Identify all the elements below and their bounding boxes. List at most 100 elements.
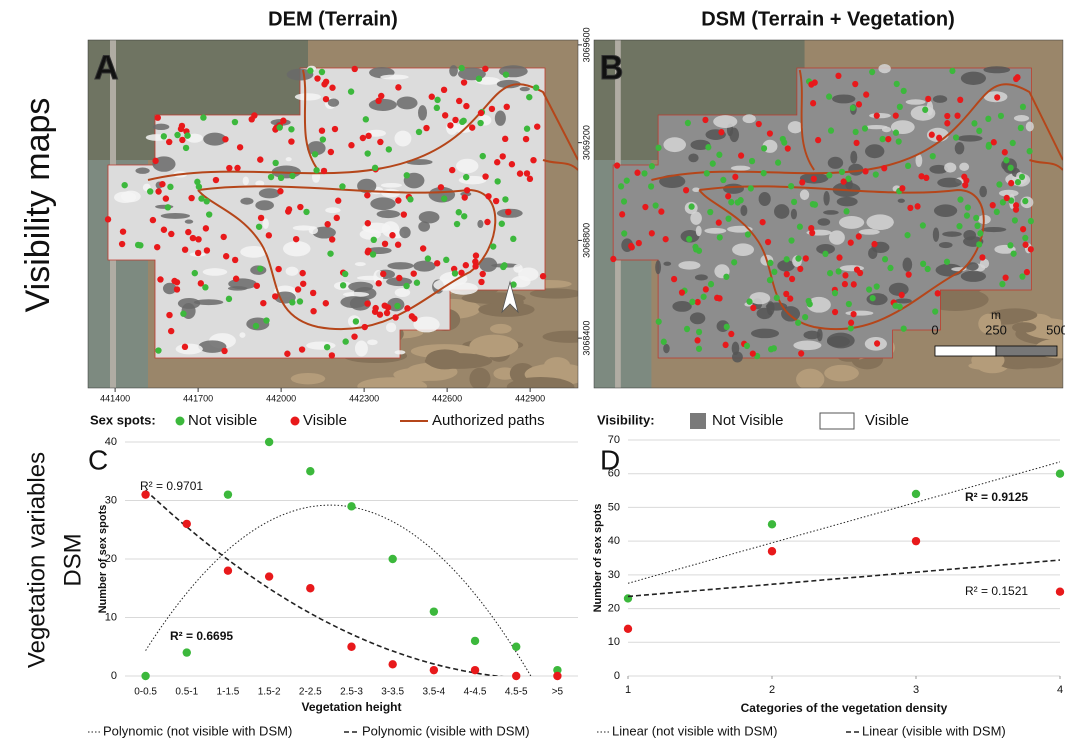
spot bbox=[202, 284, 208, 290]
spot bbox=[517, 170, 523, 176]
shade-patch bbox=[399, 227, 410, 239]
spot bbox=[182, 344, 188, 350]
spot bbox=[499, 221, 505, 227]
spot bbox=[449, 167, 455, 173]
spot bbox=[862, 125, 868, 131]
spot bbox=[857, 270, 863, 276]
shade-patch bbox=[678, 261, 700, 270]
spot bbox=[756, 121, 762, 127]
spot bbox=[472, 263, 478, 269]
point bbox=[912, 490, 920, 498]
spot bbox=[1002, 149, 1008, 155]
shade-patch bbox=[979, 186, 987, 197]
spot bbox=[389, 232, 395, 238]
shade-patch bbox=[759, 192, 771, 206]
spot bbox=[991, 139, 997, 145]
spot bbox=[454, 221, 460, 227]
spot bbox=[922, 107, 928, 113]
shade-patch bbox=[477, 220, 483, 228]
spot bbox=[275, 266, 281, 272]
legend-text: Not Visible bbox=[712, 412, 783, 429]
spot bbox=[180, 311, 186, 317]
spot bbox=[684, 326, 690, 332]
spot bbox=[1012, 217, 1018, 223]
spot bbox=[320, 136, 326, 142]
spot bbox=[761, 145, 767, 151]
spot bbox=[502, 196, 508, 202]
spot bbox=[785, 145, 791, 151]
shade-patch bbox=[823, 191, 829, 206]
spot bbox=[166, 139, 172, 145]
spot bbox=[198, 195, 204, 201]
point bbox=[141, 672, 149, 680]
spot bbox=[524, 126, 530, 132]
point bbox=[306, 467, 314, 475]
spot bbox=[288, 138, 294, 144]
shade-patch bbox=[228, 286, 247, 290]
map-tick-label: 3068800 bbox=[581, 223, 591, 258]
spot bbox=[490, 243, 496, 249]
spot bbox=[965, 204, 971, 210]
spot bbox=[155, 188, 161, 194]
spot bbox=[949, 68, 955, 74]
spot bbox=[277, 124, 283, 130]
spot bbox=[297, 204, 303, 210]
spot bbox=[257, 156, 263, 162]
shade-patch bbox=[957, 135, 982, 141]
shade-patch bbox=[255, 200, 274, 210]
y-tick-label: 60 bbox=[608, 468, 620, 480]
spot bbox=[307, 68, 313, 74]
shade-patch bbox=[663, 262, 671, 266]
spot bbox=[799, 179, 805, 185]
r-squared: R² = 0.9125 bbox=[965, 490, 1028, 504]
dune bbox=[490, 324, 512, 334]
spot bbox=[352, 66, 358, 72]
spot bbox=[856, 233, 862, 239]
spot bbox=[423, 125, 429, 131]
spot bbox=[190, 235, 196, 241]
spot bbox=[803, 255, 809, 261]
spot bbox=[183, 145, 189, 151]
spot bbox=[220, 234, 226, 240]
shade-patch bbox=[823, 210, 839, 215]
spot bbox=[365, 220, 371, 226]
point bbox=[912, 537, 920, 545]
spot bbox=[295, 286, 301, 292]
spot bbox=[392, 314, 398, 320]
spot bbox=[956, 223, 962, 229]
shade-patch bbox=[983, 66, 1010, 73]
spot bbox=[278, 175, 284, 181]
spot bbox=[815, 137, 821, 143]
spot bbox=[137, 242, 143, 248]
spot bbox=[182, 246, 188, 252]
spot bbox=[1028, 246, 1034, 252]
shade-patch bbox=[459, 176, 487, 184]
r-squared: R² = 0.1521 bbox=[965, 584, 1028, 598]
shade-patch bbox=[690, 211, 702, 224]
spot bbox=[364, 192, 370, 198]
spot bbox=[380, 271, 386, 277]
scale-label: 0 bbox=[931, 322, 938, 337]
spot bbox=[642, 204, 648, 210]
spot bbox=[935, 290, 941, 296]
spot bbox=[656, 318, 662, 324]
spot bbox=[163, 195, 169, 201]
spot bbox=[371, 237, 377, 243]
y-axis-label: Number of sex spots bbox=[592, 504, 604, 613]
spot bbox=[299, 346, 305, 352]
spot bbox=[708, 281, 714, 287]
spot bbox=[848, 325, 854, 331]
shade-patch bbox=[340, 296, 367, 308]
dune bbox=[796, 369, 824, 390]
map-title: DEM (Terrain) bbox=[268, 8, 398, 30]
spot bbox=[334, 215, 340, 221]
spot bbox=[854, 140, 860, 146]
spot bbox=[693, 246, 699, 252]
shade-patch bbox=[743, 114, 756, 123]
spot bbox=[505, 209, 511, 215]
spot bbox=[213, 177, 219, 183]
point bbox=[512, 643, 520, 651]
spot bbox=[866, 286, 872, 292]
y-tick-label: 30 bbox=[608, 569, 620, 581]
shade-patch bbox=[866, 214, 893, 230]
